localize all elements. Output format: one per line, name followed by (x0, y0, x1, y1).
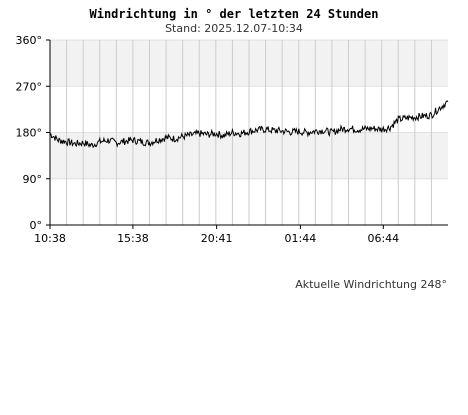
x-axis-ticks: 10:38 15:38 20:41 01:44 06:44 (34, 225, 399, 245)
y-tick-label: 90° (23, 173, 43, 186)
chart-title: Windrichtung in ° der letzten 24 Stunden (90, 7, 379, 21)
vertical-gridlines (66, 40, 432, 225)
x-tick-label: 15:38 (117, 232, 149, 245)
series-layer (49, 100, 449, 149)
y-tick-label: 0° (30, 219, 43, 232)
x-tick-label: 06:44 (367, 232, 399, 245)
y-tick-label: 360° (16, 34, 43, 47)
current-wind-direction: Aktuelle Windrichtung 248° (295, 278, 447, 291)
x-tick-label: 01:44 (285, 232, 317, 245)
y-tick-label: 180° (16, 127, 43, 140)
x-tick-label: 10:38 (34, 232, 66, 245)
series-line-wind-direction (49, 100, 449, 149)
y-tick-label: 270° (16, 80, 43, 93)
x-tick-label: 20:41 (201, 232, 233, 245)
y-axis-ticks: 0° 90° 180° 270° 360° (16, 34, 50, 232)
chart-subtitle: Stand: 2025.12.07-10:34 (165, 22, 303, 35)
